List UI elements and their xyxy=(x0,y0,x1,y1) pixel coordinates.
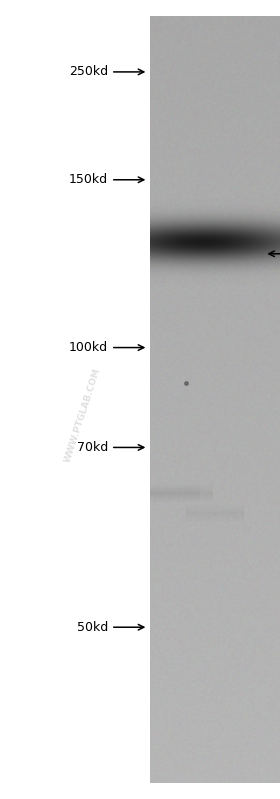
Text: 100kd: 100kd xyxy=(69,341,108,354)
Text: 150kd: 150kd xyxy=(69,173,108,186)
Text: 70kd: 70kd xyxy=(77,441,108,454)
Text: 250kd: 250kd xyxy=(69,66,108,78)
Text: WWW.PTGLAB.COM: WWW.PTGLAB.COM xyxy=(63,367,102,464)
Text: 50kd: 50kd xyxy=(77,621,108,634)
